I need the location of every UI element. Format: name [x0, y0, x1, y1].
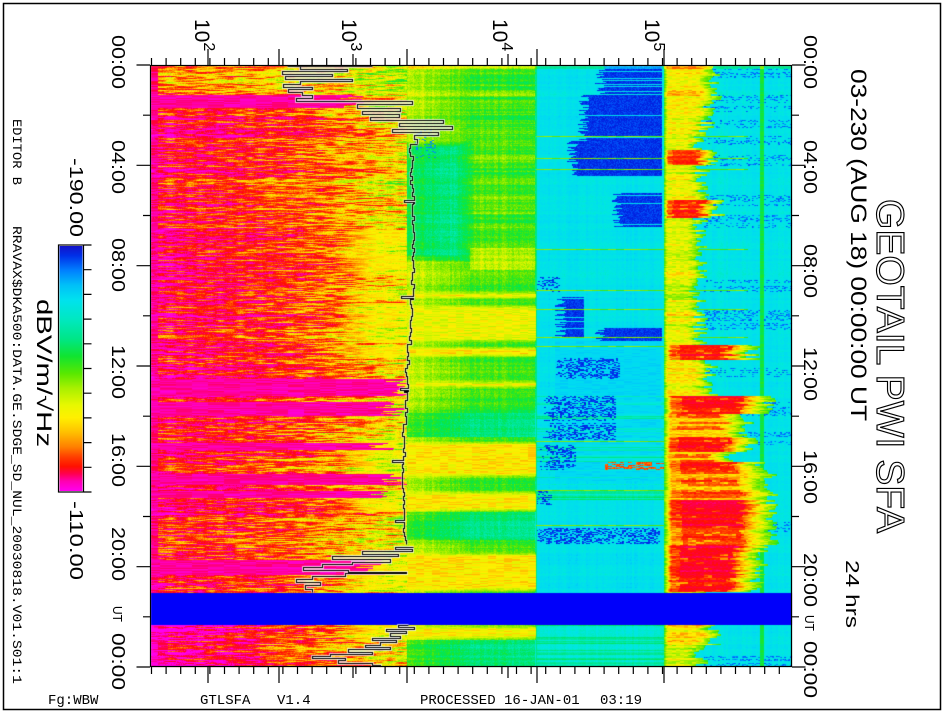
svg-text:16:00: 16:00 — [800, 450, 820, 504]
svg-text:-110.00: -110.00 — [66, 501, 86, 580]
svg-text:GEOTAIL PWI SFA: GEOTAIL PWI SFA — [868, 199, 911, 533]
svg-text:00:00: 00:00 — [800, 35, 820, 89]
svg-text:16:00: 16:00 — [108, 433, 128, 487]
svg-text:20:00: 20:00 — [800, 553, 820, 607]
svg-text:GTLSFA: GTLSFA — [200, 693, 251, 709]
svg-text:20:00: 20:00 — [108, 527, 128, 581]
svg-text:04:00: 04:00 — [108, 140, 128, 194]
svg-text:102: 102 — [190, 19, 217, 51]
svg-text:104: 104 — [488, 19, 515, 51]
svg-text:RRAVAX$DKA500:DATA.GE.SDGE_SD_: RRAVAX$DKA500:DATA.GE.SDGE_SD_NUL_200308… — [9, 226, 24, 684]
svg-text:24 hrs: 24 hrs — [842, 560, 862, 628]
svg-text:Fg:WBW: Fg:WBW — [48, 693, 99, 709]
svg-text:00:00: 00:00 — [108, 633, 128, 690]
svg-text:-190.00: -190.00 — [66, 158, 86, 237]
svg-text:04:00: 04:00 — [800, 140, 820, 194]
svg-text:08:00: 08:00 — [800, 244, 820, 298]
svg-text:03-230 (AUG 18) 00:00:00 UT: 03-230 (AUG 18) 00:00:00 UT — [846, 69, 871, 421]
svg-text:103: 103 — [337, 19, 364, 51]
svg-text:105: 105 — [640, 19, 667, 51]
svg-text:12:00: 12:00 — [108, 345, 128, 399]
svg-text:UT: UT — [802, 615, 817, 631]
svg-text:dBV/m/√Hz: dBV/m/√Hz — [32, 299, 55, 447]
svg-text:12:00: 12:00 — [800, 347, 820, 401]
svg-text:V1.4: V1.4 — [277, 693, 311, 709]
svg-text:08:00: 08:00 — [108, 238, 128, 292]
svg-text:PROCESSED 16-JAN-01: PROCESSED 16-JAN-01 — [420, 693, 580, 709]
svg-text:00:00: 00:00 — [800, 641, 820, 698]
svg-text:EDITOR B: EDITOR B — [9, 119, 24, 185]
svg-text:03:19: 03:19 — [600, 693, 642, 709]
svg-text:00:00: 00:00 — [108, 35, 128, 89]
svg-text:UT: UT — [110, 606, 125, 622]
